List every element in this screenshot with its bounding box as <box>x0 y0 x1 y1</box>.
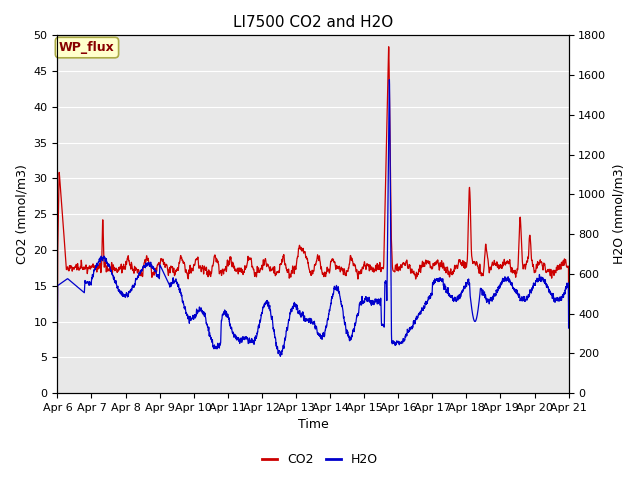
X-axis label: Time: Time <box>298 419 328 432</box>
Y-axis label: CO2 (mmol/m3): CO2 (mmol/m3) <box>15 164 28 264</box>
Legend: CO2, H2O: CO2, H2O <box>257 448 383 471</box>
Y-axis label: H2O (mmol/m3): H2O (mmol/m3) <box>612 164 625 264</box>
Text: WP_flux: WP_flux <box>59 41 115 54</box>
Title: LI7500 CO2 and H2O: LI7500 CO2 and H2O <box>233 15 393 30</box>
